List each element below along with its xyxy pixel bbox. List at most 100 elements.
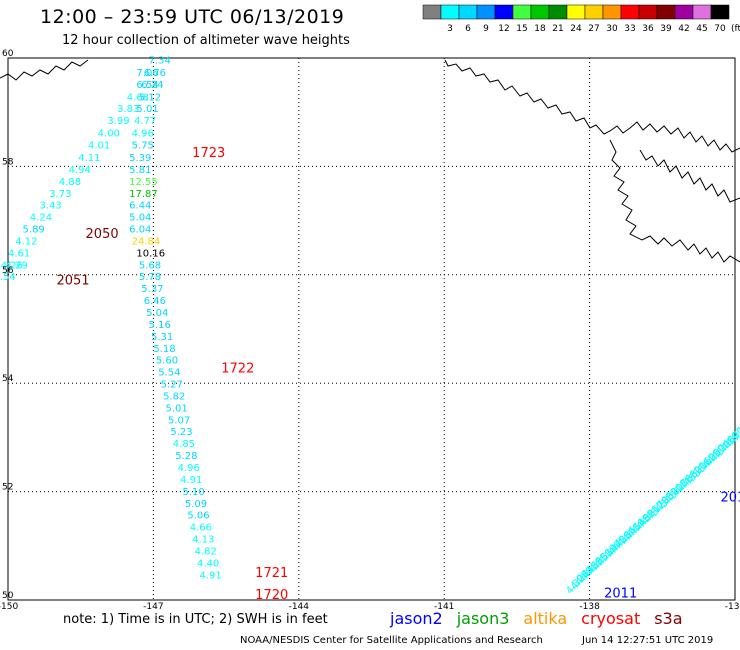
wave-height-value: 5.04 [129,213,151,224]
legend-label: 39 [660,24,672,34]
altimeter-tracks: 7.347.066.766.546.244.685.123.835.013.99… [0,55,740,596]
wave-height-value: 4.40 [197,558,219,569]
kenai-coast [0,59,89,81]
wave-height-value: 5.39 [129,153,151,164]
legend-label: 15 [516,24,527,34]
legend-label: 27 [588,24,599,34]
inner-channels [639,149,740,203]
latitude-tick-label: 56 [2,266,14,276]
wave-height-value: 5.27 [161,380,183,391]
wave-height-value: 6.24 [141,80,163,91]
wave-height-value: 4.91 [199,570,221,581]
latitude-tick-label: 52 [2,483,13,493]
satellite-legend: jason2 jason3 altika cryosat s3a [390,609,697,628]
legend-label: 36 [642,24,654,34]
wave-height-value: 4.12 [15,236,37,247]
pass-time-label: 1722 [221,361,254,376]
lat-lon-grid [7,57,736,601]
wave-height-value: 5.37 [141,284,163,295]
wave-height-value: 4.66 [190,523,212,534]
wave-height-value: 6.04 [129,225,151,236]
wave-height-value: 4.91 [180,475,202,486]
coastline [0,59,740,263]
pass-time-label: 2051 [56,274,89,289]
satellite-name: altika [523,609,568,628]
wave-height-value: 7.06 [136,68,158,79]
wave-height-value: 6.46 [144,296,166,307]
satellite-name: s3a [654,609,683,628]
satellite-name: jason2 [390,609,443,628]
wave-height-value: 3.73 [49,189,71,200]
legend-label: 45 [696,24,707,34]
wave-height-value: 3.43 [40,201,62,212]
wave-height-value: 4.13 [192,535,214,546]
wave-height-value: 5.28 [175,451,197,462]
legend-label: 42 [678,24,689,34]
legend-label: 70 [714,24,726,34]
wave-height-value: 4.54 [0,272,16,283]
wave-height-value: 3.83 [117,104,139,115]
wave-height-value: 5.16 [149,320,171,331]
pass-time-label: 2011 [604,586,637,601]
legend-label: 18 [534,24,546,34]
wave-height-value: 6.44 [129,201,151,212]
wave-height-value: 4.96 [132,129,154,140]
longitude-tick-label: -144 [289,602,310,610]
longitude-tick-label: -147 [143,602,163,610]
wave-height-value: 4.24 [30,213,52,224]
wave-height-value: 5.81 [129,165,151,176]
wave-height-value: 5.31 [151,332,173,343]
wave-height-value: 5.04 [146,308,168,319]
latitude-tick-label: 58 [2,157,14,167]
legend-label: 12 [498,24,509,34]
wave-height-value: 12.55 [129,177,158,188]
wave-height-value: 5.54 [158,368,180,379]
wave-height-value: 3.99 [107,116,129,127]
longitude-tick-label: -138 [579,602,600,610]
wave-height-value: 5.01 [136,104,158,115]
wave-height-value: 5.78 [139,272,161,283]
wave-height-value: 17.87 [129,189,158,200]
wave-height-value: 4.85 [173,439,195,450]
pass-time-label: 2012 [720,490,740,505]
map-title: 12:00 – 23:59 UTC 06/13/2019 [40,6,345,28]
map-frame [7,57,736,601]
wave-height-value: 4.88 [59,177,81,188]
wave-height-value: 10.16 [136,248,165,259]
map-subtitle: 12 hour collection of altimeter wave hei… [62,33,350,48]
longitude-tick-label: -141 [434,602,454,610]
legend-swatch [710,4,730,20]
wave-height-value: 7.34 [149,55,171,66]
wave-height-value: 5.09 [185,499,207,510]
panhandle-islands [609,139,740,263]
satellite-name: cryosat [581,609,641,628]
pass-time-label: 1723 [192,146,225,161]
legend-label: 30 [606,24,618,34]
wave-height-value: 5.10 [182,487,204,498]
wave-height-value: 5.82 [163,391,185,402]
longitude-tick-label: -150 [0,602,18,610]
wave-height-value: 6.76 [144,68,166,79]
pass-time-label: 2050 [86,227,119,242]
wave-height-value: 5.23 [170,427,192,438]
wave-height-value: 4.95 [729,421,740,445]
longitude-tick-label: -135 [725,602,740,610]
alaska-coastline [444,59,740,153]
wave-height-value: 4.00 [98,129,120,140]
pass-time-label: 1720 [255,588,288,603]
wave-height-value: 4.96 [178,463,200,474]
wave-height-value: 4.77 [134,116,156,127]
wave-height-value: 24.84 [132,236,161,247]
legend-unit: (ft) [731,24,740,34]
satellite-name: jason3 [456,609,510,628]
legend-label: 24 [570,24,582,34]
wave-height-value: 4.82 [195,546,217,557]
legend-label: 9 [483,24,489,34]
pass-time-label: 1721 [255,566,288,581]
wave-height-value: 5.12 [139,92,161,103]
footer-note: note: 1) Time is in UTC; 2) SWH is in fe… [63,612,328,627]
wave-height-value: 5.06 [187,511,209,522]
footer-credit: NOAA/NESDIS Center for Satellite Applica… [240,635,543,646]
wave-height-value: 5.75 [132,141,154,152]
wave-height-value: 4.94 [69,165,91,176]
